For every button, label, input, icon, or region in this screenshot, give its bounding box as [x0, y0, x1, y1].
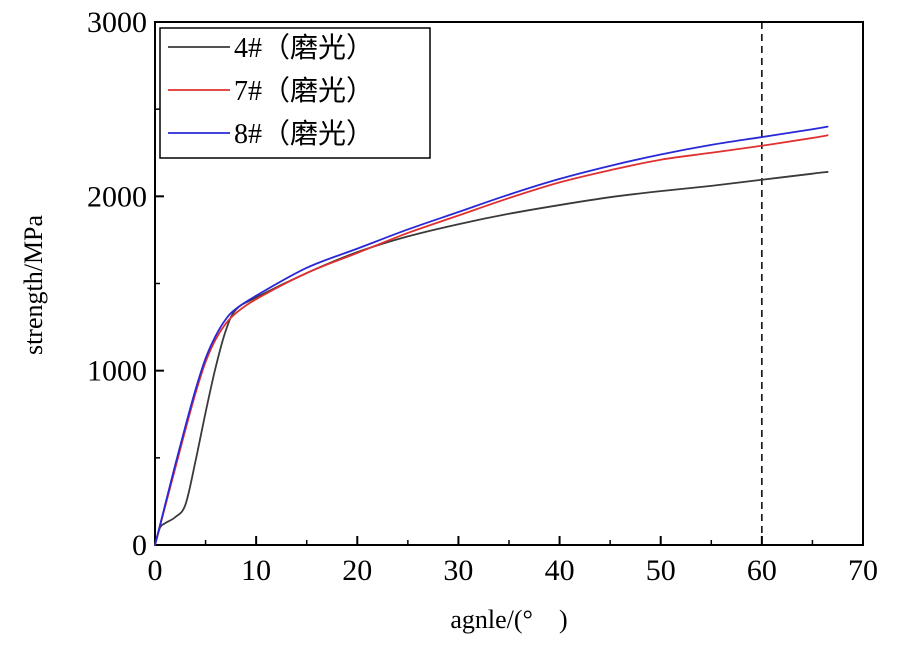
x-tick-label: 0	[148, 554, 163, 587]
x-tick-label: 70	[848, 554, 878, 587]
y-tick-label: 3000	[87, 6, 147, 39]
legend-label: 8#（磨光）	[234, 118, 374, 150]
series-group	[154, 125, 829, 546]
x-tick-label: 50	[646, 554, 676, 587]
legend-label: 7#（磨光）	[234, 75, 374, 107]
x-axis-title: agnle/(° )	[450, 605, 567, 634]
y-tick-label: 2000	[87, 180, 147, 213]
x-tick-label: 20	[342, 554, 372, 587]
x-tick-label: 10	[241, 554, 271, 587]
legend: 4#（磨光） 7#（磨光） 8#（磨光）	[159, 27, 431, 159]
x-tick-label: 40	[545, 554, 575, 587]
series-line-2	[154, 134, 829, 546]
x-tick-label: 60	[747, 554, 777, 587]
legend-box	[159, 27, 431, 159]
y-axis-title: strength/MPa	[19, 214, 48, 355]
series-line-1	[154, 171, 829, 546]
x-tick-label: 30	[443, 554, 473, 587]
axis-ticks-group: 0 10 20 30 40 50 60 70 0 1000 2000 3000	[87, 6, 878, 587]
series-line-3	[154, 125, 829, 546]
y-tick-label: 1000	[87, 355, 147, 388]
y-tick-label: 0	[132, 529, 147, 562]
legend-label: 4#（磨光）	[234, 32, 374, 64]
